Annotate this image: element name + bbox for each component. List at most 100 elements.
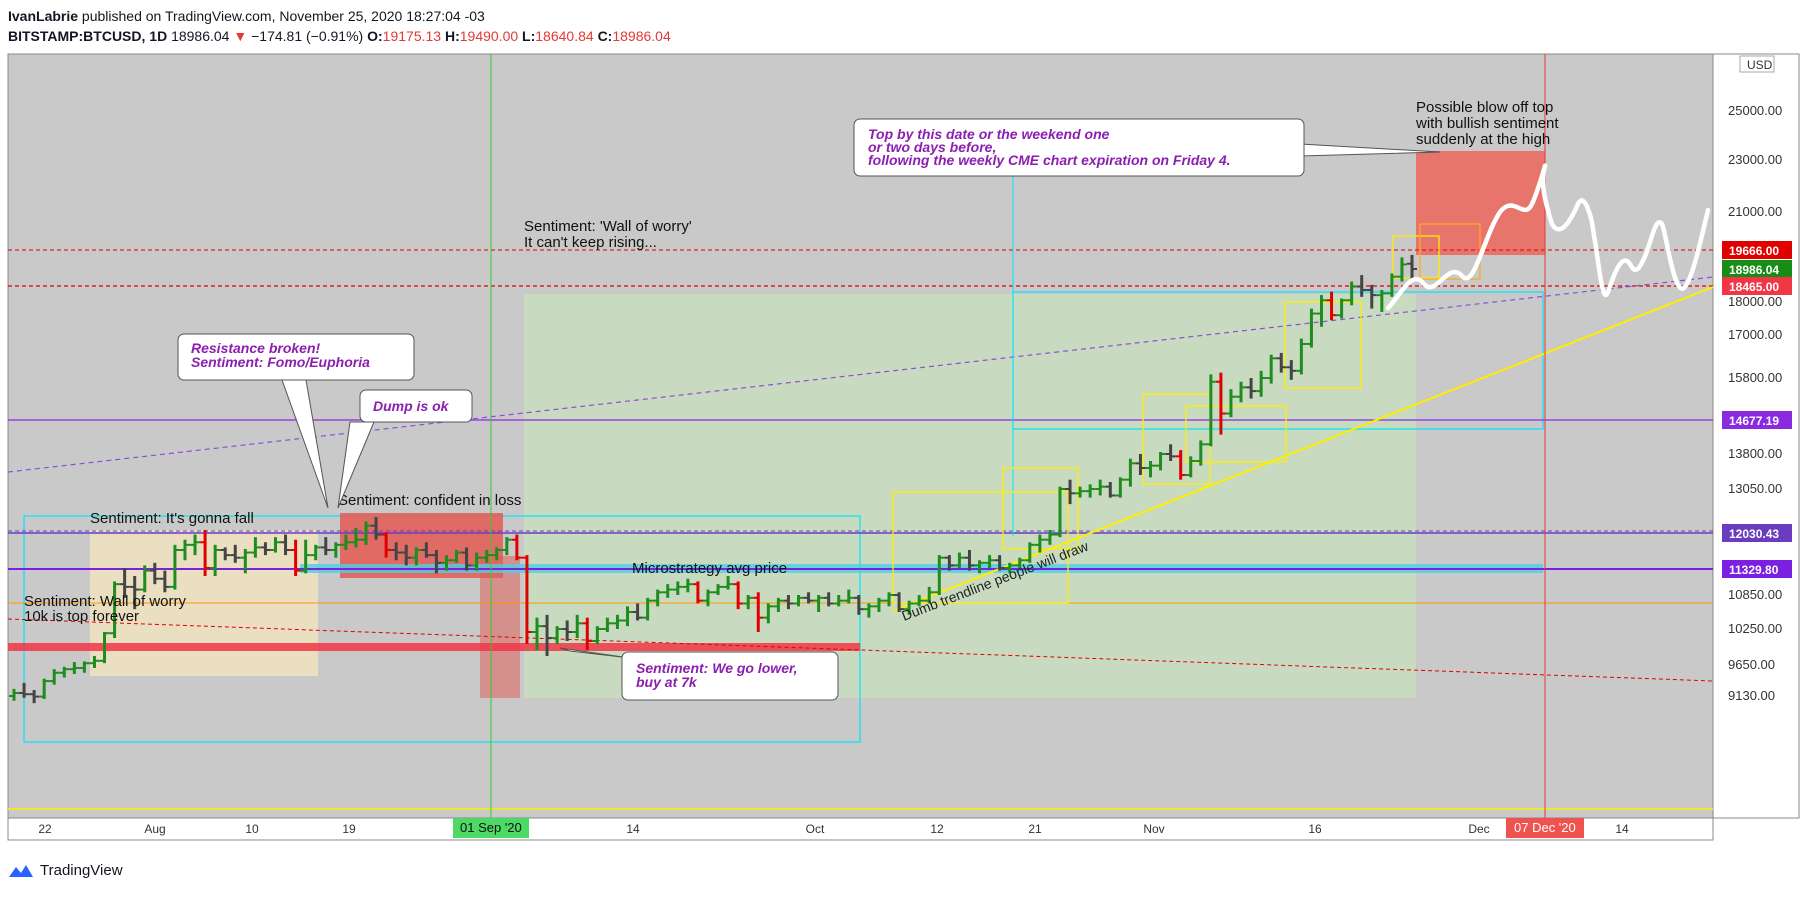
ohlc-bar — [743, 595, 754, 610]
ohlc-bar — [914, 595, 925, 607]
ohlc-bar — [250, 537, 261, 558]
ohlc-bar — [1276, 352, 1287, 373]
ohlc-bar — [582, 617, 593, 650]
ohlc-bar — [59, 666, 70, 678]
price-badge-bg — [1722, 260, 1792, 278]
chart-header: IvanLabrie published on TradingView.com,… — [8, 6, 671, 46]
callout-dump-ok-text: Dump is ok — [373, 398, 450, 414]
ohlc-bar — [1215, 372, 1226, 435]
ohlc-bar — [713, 584, 724, 595]
ohlc-bar — [290, 539, 301, 577]
ohlc-bar — [381, 532, 392, 558]
callout-top[interactable]: Top by this date or the weekend one or t… — [853, 118, 1441, 177]
symbol-label[interactable]: BITSTAMP:BTCUSD, 1D — [8, 28, 168, 44]
ohlc-bar — [1306, 308, 1317, 348]
price-badges: 19666.00 18986.04 18465.00 14677.19 12030.43… — [1722, 241, 1792, 578]
gonna-fall-text: Sentiment: It's gonna fall — [90, 510, 254, 527]
ohlc-bar — [190, 534, 201, 556]
ohlc-bar — [904, 600, 915, 615]
ohlc-bar — [1266, 354, 1277, 384]
ohlc-bar — [1316, 295, 1327, 327]
ohlc-bar — [1326, 291, 1337, 321]
ohlc-bar — [702, 589, 713, 607]
y-tick-label: 13050.00 — [1728, 481, 1782, 496]
close-label: C: — [597, 28, 613, 44]
ohlc-bar — [19, 682, 30, 698]
low-value: 18640.84 — [535, 28, 594, 44]
y-tick-label: 9650.00 — [1728, 657, 1775, 672]
ohlc-bar — [1356, 275, 1367, 297]
ohlc-line: BITSTAMP:BTCUSD, 1D 18986.04 ▼ −174.81 (… — [8, 26, 671, 46]
callout-go-lower[interactable]: Sentiment: We go lower, buy at 7k — [559, 647, 839, 701]
ohlc-bar — [1054, 486, 1065, 538]
ohlc-bar — [159, 570, 170, 593]
price-chart[interactable]: 25000.00 23000.00 21000.00 18000.00 17000.00… — [0, 46, 1805, 899]
ohlc-bar — [1346, 281, 1357, 306]
ohlc-bar — [552, 626, 563, 644]
x-tick-label: Nov — [1143, 822, 1164, 836]
price-badge: 19666.00 — [1729, 244, 1779, 258]
ohlc-bar — [934, 555, 945, 595]
yellow-box-1 — [892, 491, 1069, 604]
y-tick-label: 23000.00 — [1728, 152, 1782, 167]
callout-resistance[interactable]: Resistance broken! Sentiment: Fomo/Eupho… — [177, 333, 415, 509]
microstrategy-text: Microstrategy avg price — [632, 560, 787, 577]
ohlc-bar — [1165, 444, 1176, 461]
ohlc-bar — [1366, 284, 1377, 309]
dec7-marker: 07 Dec '20 — [1514, 820, 1576, 835]
ohlc-bar — [491, 547, 502, 561]
open-value: 19175.13 — [382, 28, 442, 44]
time-axis[interactable] — [7, 817, 1714, 841]
currency-label: USD — [1747, 58, 1773, 72]
x-tick-label: 19 — [342, 822, 356, 836]
ohlc-bar — [1225, 389, 1236, 418]
price-badge-bg — [1722, 277, 1792, 295]
ohlc-bar — [1075, 486, 1086, 498]
ohlc-bar — [642, 597, 653, 621]
ohlc-bar — [300, 539, 311, 574]
ohlc-bar — [632, 603, 643, 621]
blow-off-text-2: with bullish sentiment — [1415, 115, 1559, 132]
ohlc-bar — [531, 617, 542, 650]
ohlc-bar — [753, 592, 764, 632]
ohlc-bar — [1175, 450, 1186, 480]
ohlc-bar — [572, 614, 583, 638]
support-band-red — [8, 643, 860, 651]
ohlc-bar — [119, 567, 130, 598]
tradingview-brand: TradingView — [40, 862, 123, 879]
ohlc-bar — [129, 576, 140, 610]
ohlc-bar — [220, 547, 231, 561]
ohlc-bar — [924, 586, 935, 604]
ohlc-bar — [723, 576, 734, 590]
ohlc-bar — [461, 547, 472, 571]
ohlc-bar — [421, 542, 432, 558]
ohlc-bar — [1246, 378, 1257, 399]
ohlc-bar — [894, 592, 905, 612]
x-tick-label: 21 — [1028, 822, 1042, 836]
y-tick-label: 25000.00 — [1728, 103, 1782, 118]
ohlc-bar — [391, 542, 402, 561]
price-axis[interactable] — [1712, 53, 1800, 819]
ohlc-bar — [210, 544, 221, 577]
callout-resistance-line-1: Resistance broken! — [191, 340, 320, 356]
ohlc-bar — [1024, 542, 1035, 563]
ohlc-bar — [1195, 440, 1206, 466]
ohlc-bar — [1044, 529, 1055, 545]
ohlc-bar — [340, 534, 351, 550]
ohlc-bar — [310, 544, 321, 561]
ohlc-bar — [884, 592, 895, 607]
low-label: L: — [522, 28, 536, 44]
ohlc-bar — [39, 678, 50, 699]
ohlc-bar — [1376, 289, 1387, 312]
callout-dump-ok[interactable]: Dump is ok — [337, 389, 473, 509]
author-name[interactable]: IvanLabrie — [8, 8, 79, 24]
ohlc-bar — [763, 603, 774, 624]
ohlc-bar — [1256, 370, 1267, 397]
ohlc-bar — [873, 597, 884, 612]
currency-badge[interactable] — [1739, 55, 1775, 73]
x-tick-label: Oct — [806, 822, 825, 836]
price-badge-bg — [1722, 411, 1792, 429]
price-badge: 18986.04 — [1729, 263, 1779, 277]
tradingview-footer[interactable]: TradingView — [8, 862, 123, 879]
yellow-box-5 — [1284, 301, 1362, 389]
